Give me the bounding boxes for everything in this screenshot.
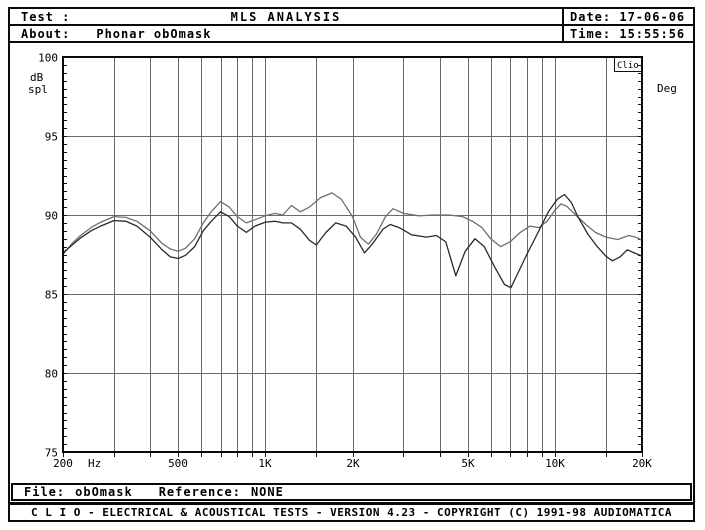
clio-watermark: Clio [614, 57, 642, 72]
x-tick-label: 200 [53, 457, 73, 470]
status-text: C L I O - ELECTRICAL & ACOUSTICAL TESTS … [30, 506, 673, 519]
y-left-tick-label: 75 [45, 447, 58, 460]
x-tick-label: 20K [632, 457, 652, 470]
y-left-tick-label: 100 [38, 52, 58, 65]
header-row-test: Test : MLS ANALYSIS Date: 17-06-06 [8, 7, 695, 26]
file-label: File: [24, 485, 66, 499]
test-label: Test : [21, 9, 71, 24]
y-left-tick-label: 85 [45, 289, 58, 302]
page-title: MLS ANALYSIS [230, 9, 342, 24]
main-frame [8, 7, 695, 522]
x-tick-label: 500 [168, 457, 188, 470]
y-left-tick-label: 90 [45, 210, 58, 223]
date-label: Date: [570, 9, 612, 24]
reference-label: Reference: [158, 485, 241, 499]
x-axis-unit: Hz [88, 457, 101, 470]
date-value: 17-06-06 [619, 9, 686, 24]
y-left-tick-label: 80 [45, 368, 58, 381]
x-labels: 200 500 1K 2K 5K 10K 20K Hz [53, 457, 652, 470]
y-right-labels: 18010836-36-108-180Deg [657, 82, 677, 95]
time-cell: Time: 15:55:56 [562, 26, 693, 41]
y-left-tick-label: 95 [45, 131, 58, 144]
curve-response-a [62, 192, 643, 256]
time-label: Time: [570, 26, 612, 41]
header-row-about: About: Phonar obOmask Time: 15:55:56 [8, 24, 695, 43]
y-right-axis-title: Deg [657, 82, 677, 95]
file-reference-box: File: obOmask Reference: NONE [11, 483, 692, 501]
date-cell: Date: 17-06-06 [562, 9, 693, 24]
x-tick-label: 5K [461, 457, 475, 470]
y-left-axis-title: dB [30, 71, 44, 84]
x-tick-label: 1K [258, 457, 272, 470]
reference-value: NONE [250, 485, 284, 499]
x-gridlines [114, 57, 607, 452]
x-tick-label: 10K [545, 457, 565, 470]
file-value: obOmask [75, 485, 133, 499]
x-tick-label: 2K [346, 457, 360, 470]
about-value: Phonar obOmask [96, 26, 212, 41]
status-bar: C L I O - ELECTRICAL & ACOUSTICAL TESTS … [8, 502, 695, 522]
svg-text:Clio: Clio [617, 61, 639, 71]
time-value: 15:55:56 [619, 26, 686, 41]
y-left-axis-title: spl [28, 83, 48, 96]
plot-border [62, 56, 643, 453]
curve-response-b [62, 193, 643, 289]
about-label: About: [21, 26, 71, 41]
